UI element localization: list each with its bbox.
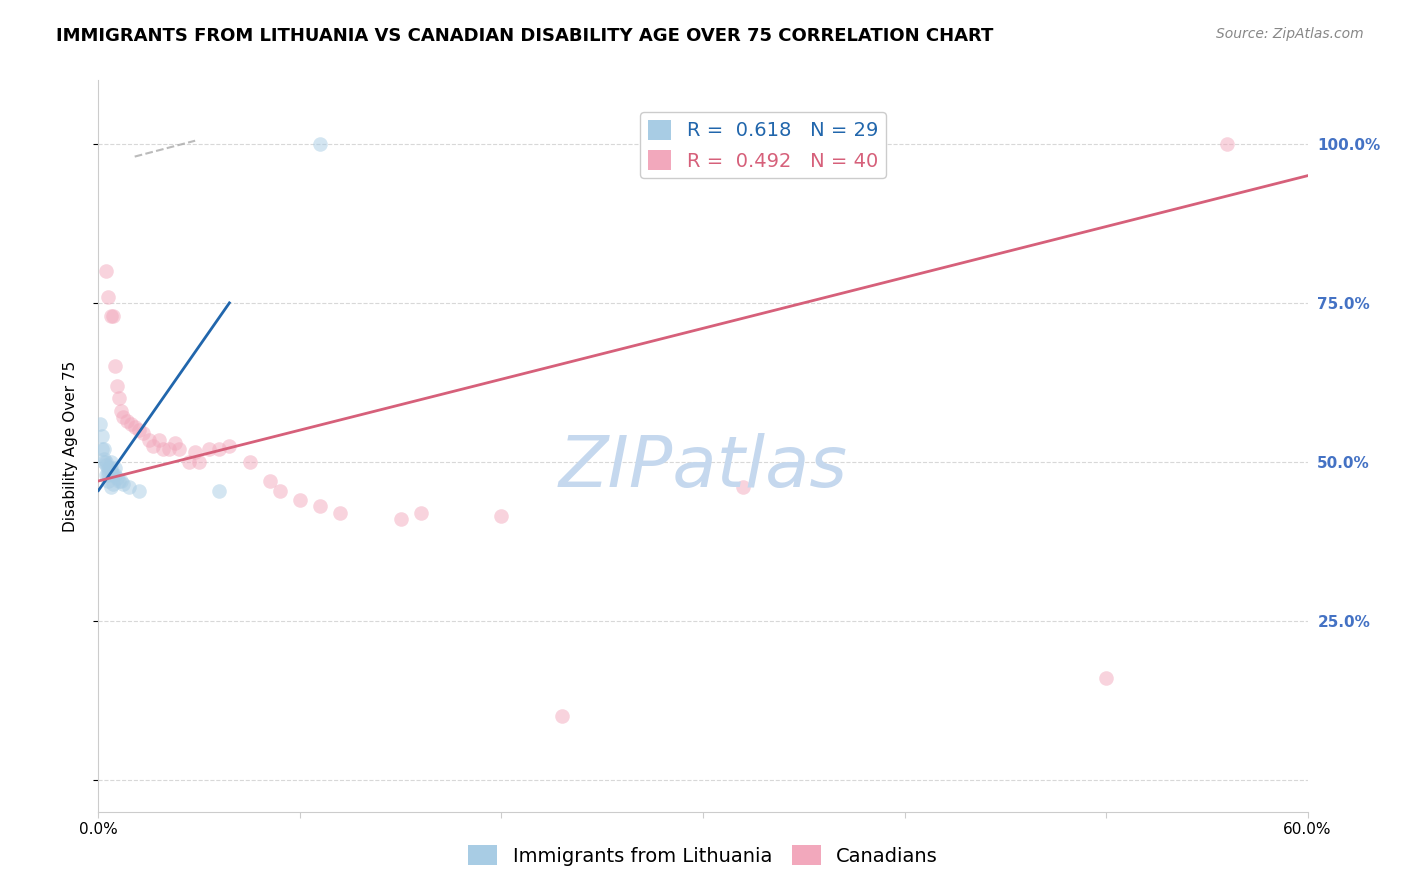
Point [100,465,122,479]
Text: ZIPatlas: ZIPatlas [558,434,848,502]
Point [107,392,129,406]
Point [100,461,122,475]
Point [89,417,111,431]
Point [105,378,128,392]
Point [110,474,132,488]
Point [111,410,134,425]
Point [107,474,129,488]
Point [208,442,231,457]
Point [409,506,432,520]
Point [269,483,291,498]
Point [179,455,201,469]
Point [309,500,332,514]
Point [93,451,115,466]
Point [96,455,118,469]
Point [105,471,128,485]
Point [152,442,174,457]
Point [148,433,170,447]
Point [97,465,120,479]
Point [239,455,262,469]
Point [100,309,122,323]
Point [184,445,207,459]
Point [103,461,125,475]
Point [91,442,114,457]
Point [100,480,122,494]
Point [96,458,118,472]
Text: Source: ZipAtlas.com: Source: ZipAtlas.com [1216,27,1364,41]
Point [101,309,124,323]
Point [128,423,150,437]
Point [120,417,142,431]
Point [218,439,240,453]
Point [208,483,231,498]
Point [97,289,120,303]
Point [110,404,132,418]
Point [733,480,755,494]
Point [96,467,118,482]
Point [157,442,180,457]
Point [198,442,221,457]
Point [329,506,352,520]
Point [97,474,120,488]
Point [288,493,311,508]
Point [111,477,134,491]
Point [115,413,138,427]
Point [167,442,190,457]
Point [188,455,211,469]
Point [551,709,574,723]
Point [93,455,115,469]
Point [101,477,124,491]
Point [491,508,513,523]
Point [103,359,125,374]
Point [132,426,155,441]
Point [389,512,412,526]
Point [309,136,332,151]
Point [1216,136,1239,151]
Point [97,467,120,482]
Point [118,480,141,494]
Point [101,467,124,482]
Y-axis label: Disability Age Over 75: Disability Age Over 75 [63,360,77,532]
Point [96,264,118,278]
Point [142,439,165,453]
Point [124,420,146,434]
Legend: Immigrants from Lithuania, Canadians: Immigrants from Lithuania, Canadians [460,838,946,873]
Text: IMMIGRANTS FROM LITHUANIA VS CANADIAN DISABILITY AGE OVER 75 CORRELATION CHART: IMMIGRANTS FROM LITHUANIA VS CANADIAN DI… [56,27,994,45]
Point [97,461,120,475]
Point [100,455,122,469]
Legend: R =  0.618   N = 29, R =  0.492   N = 40: R = 0.618 N = 29, R = 0.492 N = 40 [640,112,886,178]
Point [259,474,281,488]
Point [163,435,186,450]
Point [1095,671,1118,685]
Point [93,442,115,457]
Point [128,483,150,498]
Point [91,429,114,443]
Point [103,467,125,482]
Point [138,433,160,447]
